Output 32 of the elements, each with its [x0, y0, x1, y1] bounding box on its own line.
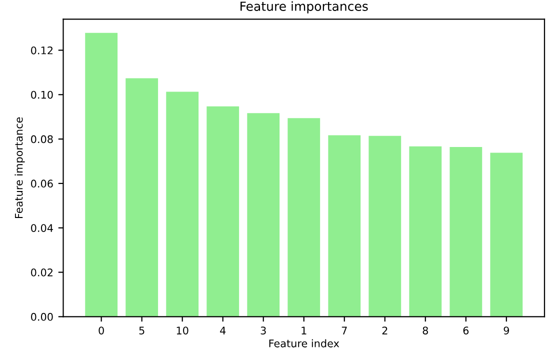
- bar: [166, 92, 199, 317]
- x-tick-label: 5: [139, 326, 144, 334]
- bar: [368, 136, 402, 317]
- x-tick-label: 0: [98, 326, 104, 334]
- y-tick-label: 0.02: [31, 268, 52, 276]
- bar: [85, 32, 118, 317]
- bar: [490, 152, 523, 317]
- x-axis-title: Feature index: [269, 339, 340, 348]
- y-tick-label: 0.06: [31, 180, 53, 188]
- y-tick-label: 0.12: [31, 46, 52, 54]
- bar: [126, 78, 158, 317]
- y-tick-label: 0.10: [31, 90, 53, 99]
- bar: [328, 135, 361, 317]
- x-tick-label: 4: [220, 326, 226, 334]
- bar: [247, 113, 280, 317]
- y-tick-label: 0.04: [31, 224, 53, 232]
- x-tick-label: 2: [382, 326, 388, 334]
- x-tick-label: 9: [504, 326, 510, 334]
- x-tick-label: 1: [302, 326, 306, 334]
- x-tick-label: 3: [260, 326, 266, 334]
- x-tick-label: 6: [463, 326, 469, 334]
- bar: [450, 147, 482, 317]
- y-axis-title: Feature importance: [14, 117, 25, 218]
- y-tick-label: 0.00: [31, 312, 53, 321]
- bar: [206, 106, 240, 317]
- bar: [409, 146, 442, 317]
- chart-title: Feature importances: [240, 1, 368, 14]
- x-tick-label: 8: [422, 326, 428, 334]
- x-tick-label: 10: [176, 326, 188, 334]
- x-tick-label: 7: [342, 326, 347, 334]
- y-tick-label: 0.08: [31, 135, 53, 144]
- bar: [288, 118, 320, 317]
